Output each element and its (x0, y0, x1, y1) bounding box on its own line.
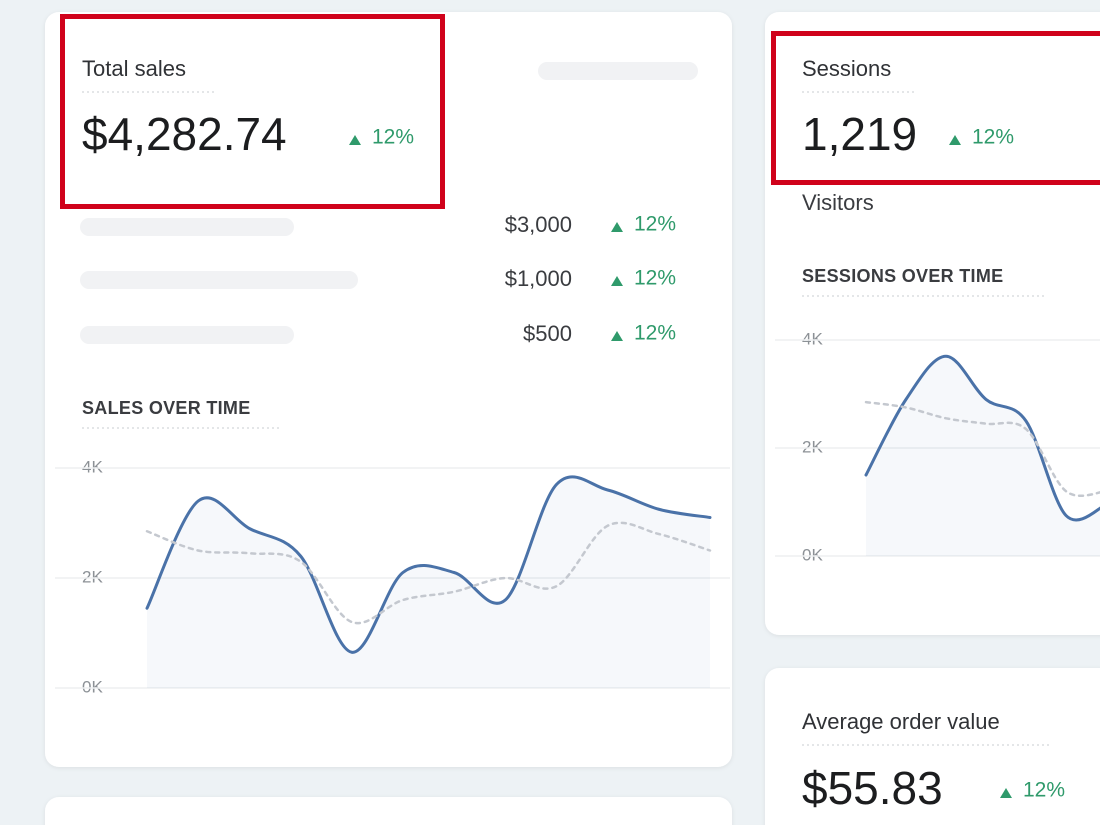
y-tick-label: 4K (82, 457, 103, 476)
breakdown-value: $500 (523, 321, 572, 346)
subtitle: Visitors (802, 190, 874, 215)
y-tick-label: 4K (802, 329, 823, 348)
placeholder (80, 326, 294, 344)
comparison-line (864, 400, 1100, 497)
placeholder (538, 62, 698, 80)
breakdown-value: $1,000 (505, 266, 572, 291)
card (765, 12, 1100, 635)
line-chart: 0K 2K 4K (775, 329, 1100, 564)
highlight-box (60, 14, 445, 209)
metric-value: 1,219 (802, 108, 917, 160)
series-line (145, 475, 712, 654)
area (866, 356, 1100, 556)
y-tick-label: 2K (82, 567, 103, 586)
highlight-box (771, 31, 1100, 185)
series-line (864, 354, 1100, 522)
placeholder (80, 218, 294, 236)
card-title[interactable]: Sessions (802, 56, 891, 81)
line-chart: 0K 2K 4K (55, 457, 730, 696)
chart-title: SESSIONS OVER TIME (802, 266, 1003, 286)
card (45, 797, 732, 825)
metric-value: $55.83 (802, 762, 943, 814)
change: 12% (634, 322, 676, 345)
up-arrow (611, 276, 623, 286)
up-arrow (949, 135, 961, 145)
change: 12% (1023, 779, 1065, 802)
card-title[interactable]: Total sales (82, 56, 186, 81)
metric-value: $4,282.74 (82, 108, 287, 160)
change: 12% (972, 126, 1014, 149)
change: 12% (372, 126, 414, 149)
placeholder (80, 271, 358, 289)
card-title[interactable]: Average order value (802, 709, 1000, 734)
comparison-line (145, 521, 712, 625)
up-arrow (611, 222, 623, 232)
y-tick-label: 2K (802, 437, 823, 456)
card (765, 668, 1100, 825)
up-arrow (611, 331, 623, 341)
y-tick-label: 0K (82, 677, 103, 696)
charts: 0K 2K 4K 0K 2K 4K (55, 329, 1100, 696)
breakdown-value: $3,000 (505, 212, 572, 237)
change: 12% (634, 267, 676, 290)
area (147, 476, 710, 688)
chart-title: SALES OVER TIME (82, 398, 251, 418)
y-tick-label: 0K (802, 545, 823, 564)
up-arrow (349, 135, 361, 145)
up-arrow (1000, 788, 1012, 798)
change: 12% (634, 213, 676, 236)
